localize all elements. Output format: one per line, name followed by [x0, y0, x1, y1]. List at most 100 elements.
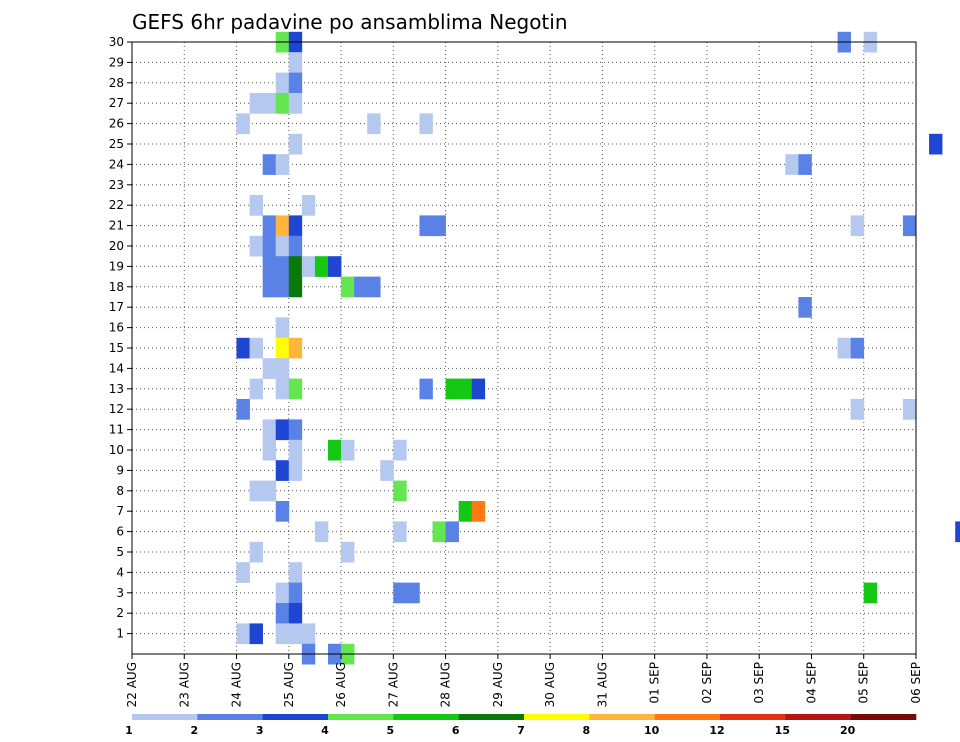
x-tick-label: 26 AUG	[334, 662, 348, 707]
colorbar-swatch	[720, 714, 786, 720]
y-axis-ticks: 1234567891011121314151617181920212223242…	[109, 35, 132, 641]
x-tick-label: 06 SEP	[909, 662, 923, 704]
heatmap-cell	[275, 256, 290, 277]
y-tick-label: 11	[109, 423, 124, 437]
x-tick-label: 04 SEP	[804, 662, 818, 704]
colorbar-label: 8	[583, 724, 591, 737]
y-tick-label: 18	[109, 280, 124, 294]
colorbar-label: 1	[125, 724, 133, 737]
heatmap-cell	[785, 154, 799, 175]
colorbar-legend: 1 2 3 4 5 6 7 8 10 12 15 20	[125, 714, 917, 737]
heatmap-cell	[837, 337, 851, 359]
y-tick-label: 4	[116, 565, 124, 579]
heatmap-cell	[850, 337, 865, 359]
colorbar-label: 4	[321, 724, 329, 737]
heatmap-cell	[902, 399, 917, 420]
heatmap-cell	[406, 582, 420, 604]
y-tick-label: 21	[109, 219, 124, 233]
colorbar-swatch	[393, 714, 459, 720]
heatmap-cell	[301, 623, 316, 645]
heatmap-cell	[249, 93, 263, 114]
heatmap-cell	[288, 276, 303, 298]
heatmap-cell	[275, 501, 290, 522]
colorbar-label: 7	[517, 724, 525, 737]
heatmap-cell	[275, 603, 290, 624]
heatmap-cell	[288, 337, 303, 359]
heatmap-cell	[314, 521, 329, 543]
heatmap-cell	[288, 460, 303, 481]
heatmap-cell	[288, 235, 303, 257]
heatmap-cell	[288, 52, 303, 73]
heatmap-cell	[288, 603, 303, 624]
heatmap-cell	[275, 72, 290, 94]
y-tick-label: 23	[109, 178, 124, 192]
heatmap-cell	[236, 113, 250, 135]
x-tick-label: 29 AUG	[491, 662, 505, 707]
heatmap-cell	[262, 480, 277, 502]
heatmap-cell	[249, 623, 263, 645]
heatmap-cell	[288, 256, 303, 277]
heatmap-cell	[288, 439, 303, 461]
y-tick-label: 10	[109, 443, 124, 457]
heatmap-cell	[863, 582, 878, 604]
x-tick-label: 27 AUG	[386, 662, 400, 707]
heatmap-cell	[288, 93, 303, 114]
heatmap-cell	[301, 195, 316, 216]
x-tick-label: 30 AUG	[543, 662, 557, 707]
x-tick-label: 03 SEP	[752, 662, 766, 704]
heatmap-cell	[341, 439, 355, 461]
heatmap-cell	[262, 215, 277, 237]
x-tick-label: 24 AUG	[230, 662, 244, 707]
colorbar-swatch	[197, 714, 263, 720]
heatmap-cell	[249, 378, 263, 400]
colorbar-swatch	[850, 714, 917, 720]
heatmap-cell	[471, 378, 486, 400]
heatmap-cell	[262, 256, 277, 277]
heatmap-cell	[275, 378, 290, 400]
y-tick-label: 5	[116, 545, 124, 559]
colorbar-label: 10	[644, 724, 660, 737]
heatmap-cell	[275, 235, 290, 257]
heatmap-cell	[393, 439, 407, 461]
heatmap-cell	[236, 623, 250, 645]
heatmap-cell	[458, 378, 473, 400]
heatmap-cell	[288, 72, 303, 94]
y-tick-label: 20	[109, 239, 124, 253]
heatmap-cell	[275, 154, 290, 175]
x-tick-label: 31 AUG	[595, 662, 609, 707]
y-tick-label: 16	[109, 321, 124, 335]
heatmap-cell	[262, 439, 277, 461]
y-tick-label: 30	[109, 35, 124, 49]
colorbar-label: 5	[387, 724, 395, 737]
heatmap-cell	[850, 399, 865, 420]
heatmap-cell	[341, 541, 355, 563]
y-tick-label: 13	[109, 382, 124, 396]
heatmap-cell	[288, 562, 303, 583]
colorbar-label: 3	[256, 724, 264, 737]
heatmap-cell	[458, 501, 473, 522]
y-tick-label: 2	[116, 606, 124, 620]
heatmap-cell	[275, 623, 290, 645]
colorbar-label: 12	[709, 724, 724, 737]
heatmap-cell	[236, 399, 250, 420]
heatmap-cell	[288, 623, 303, 645]
heatmap-cell	[288, 419, 303, 441]
heatmap-cell	[262, 419, 277, 441]
heatmap-cell	[275, 358, 290, 379]
heatmap-cell	[249, 195, 263, 216]
x-tick-label: 23 AUG	[177, 662, 191, 707]
y-tick-label: 12	[109, 402, 124, 416]
heatmap-cell	[445, 378, 459, 400]
heatmap-cell	[249, 541, 263, 563]
heatmap-cell	[275, 276, 290, 298]
heatmap-cell	[314, 256, 329, 277]
heatmap-cell	[367, 276, 381, 298]
heatmap-cell	[798, 154, 812, 175]
heatmap-cell	[288, 378, 303, 400]
heatmap-cell	[249, 480, 263, 502]
heatmap-cell	[275, 317, 290, 339]
heatmap-cell	[275, 582, 290, 604]
y-tick-label: 28	[109, 76, 124, 90]
chart-title: GEFS 6hr padavine po ansamblima Negotin	[132, 10, 568, 34]
heatmap-cell	[393, 521, 407, 543]
